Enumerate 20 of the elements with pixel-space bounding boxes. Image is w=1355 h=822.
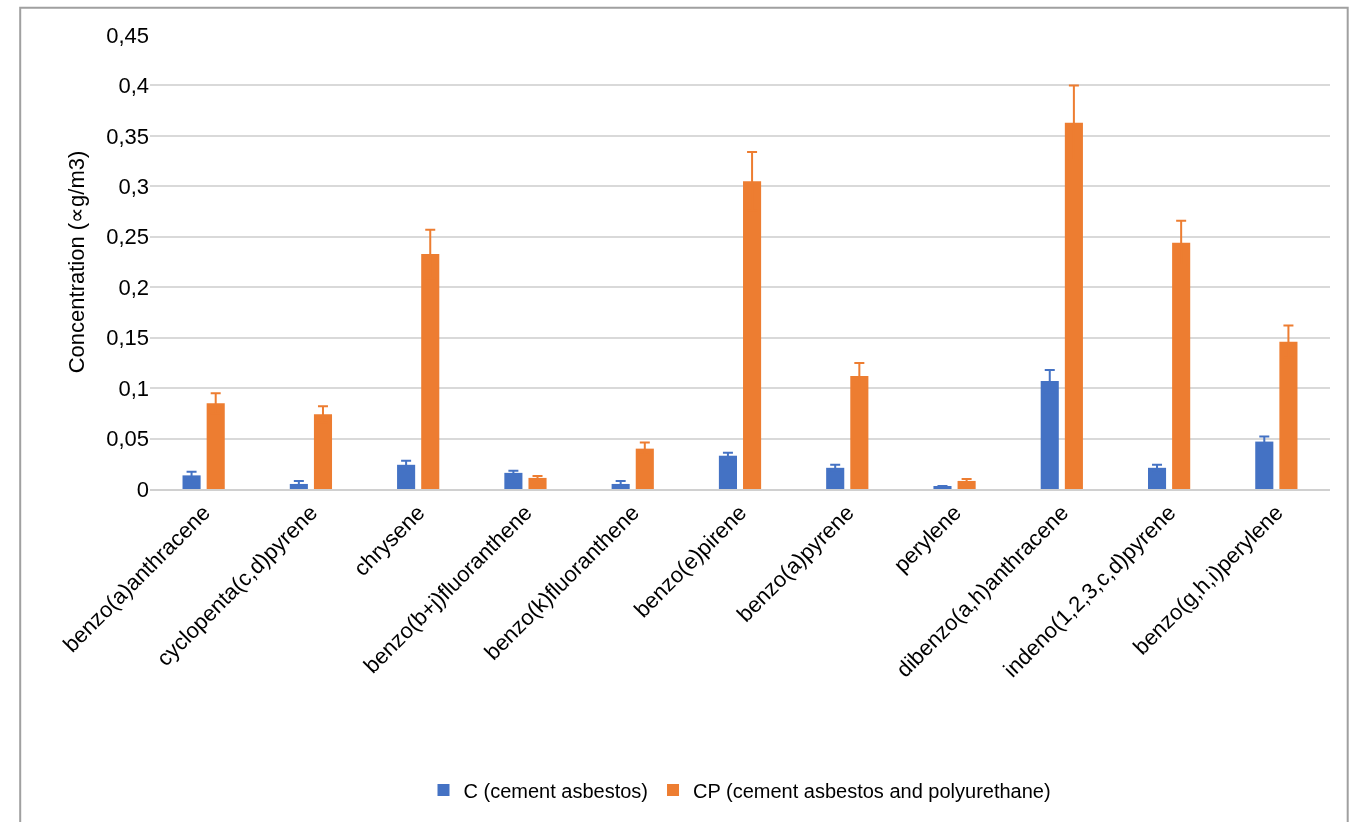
bar: [397, 464, 416, 489]
y-tick-label: 0,2: [118, 274, 149, 300]
bar: [528, 477, 547, 489]
y-tick-label: 0,3: [118, 174, 149, 200]
bar: [826, 467, 845, 489]
bar: [1147, 467, 1167, 489]
bar: [504, 472, 523, 489]
y-tick-label: 0,25: [106, 224, 149, 250]
bar: [182, 475, 201, 489]
y-tick-label: 0,1: [118, 375, 149, 401]
y-tick-label: 0,4: [118, 73, 149, 99]
y-axis-title: Concentration (∝g/m3): [63, 150, 89, 374]
y-tick-label: 0,15: [106, 325, 149, 351]
bar: [718, 455, 737, 489]
y-tick-label: 0,35: [106, 123, 149, 149]
y-tick-label: 0,45: [106, 22, 149, 48]
y-tick-label: 0: [136, 476, 149, 502]
legend-label: C (cement asbestos): [463, 779, 649, 802]
y-tick-label: 0,05: [106, 426, 149, 452]
legend-label: CP (cement asbestos and polyurethane): [693, 779, 1051, 802]
